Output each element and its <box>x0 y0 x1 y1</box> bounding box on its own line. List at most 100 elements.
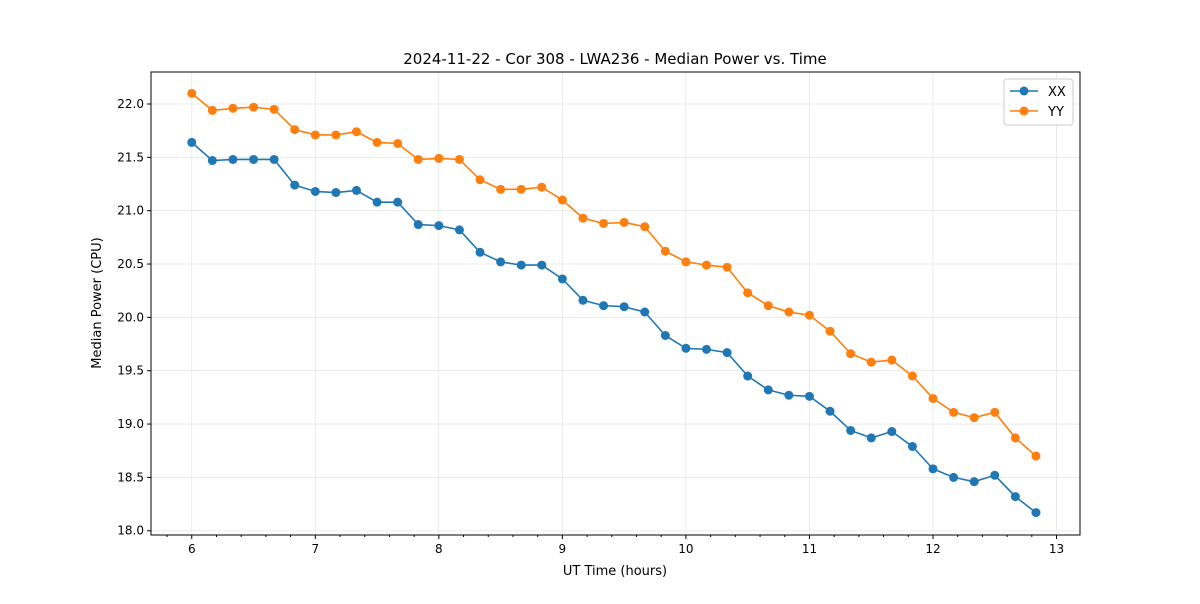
y-axis: 18.0 18.5 19.0 19.5 20.0 20.5 21.0 21.5 22.0 <box>117 97 151 538</box>
data-point <box>434 153 444 163</box>
data-point <box>990 470 1000 480</box>
y-tick-label: 19.5 <box>117 364 144 378</box>
y-tick-label: 19.0 <box>117 417 144 431</box>
data-point <box>846 425 856 435</box>
data-point <box>722 262 732 272</box>
data-point <box>743 371 753 381</box>
x-tick-label: 10 <box>678 542 693 556</box>
data-point <box>1010 433 1020 443</box>
data-point <box>187 88 197 98</box>
data-point <box>496 257 506 267</box>
data-point <box>269 154 279 164</box>
data-point <box>660 331 670 341</box>
data-point <box>290 180 300 190</box>
data-point <box>969 413 979 423</box>
data-point <box>1010 492 1020 502</box>
x-axis-label: UT Time (hours) <box>563 564 667 579</box>
series-line-yy <box>191 92 1037 457</box>
data-point <box>413 220 423 230</box>
series-layer <box>187 88 1041 518</box>
y-tick-label: 21.0 <box>117 204 144 218</box>
data-point <box>640 222 650 232</box>
data-point <box>557 195 567 205</box>
data-point <box>784 307 794 317</box>
series-xx <box>187 137 1041 518</box>
x-tick-label: 13 <box>1049 542 1064 556</box>
x-axis: 6 7 8 9 10 11 12 13 <box>166 535 1064 556</box>
data-point <box>640 307 650 317</box>
x-tick-label: 9 <box>559 542 567 556</box>
data-point <box>454 225 464 235</box>
legend-marker <box>1019 86 1029 96</box>
x-tick-label: 11 <box>802 542 817 556</box>
data-point <box>496 184 506 194</box>
data-point <box>207 156 217 166</box>
data-point <box>887 427 897 437</box>
data-point <box>846 349 856 359</box>
data-point <box>928 393 938 403</box>
data-point <box>372 197 382 207</box>
data-point <box>228 154 238 164</box>
data-point <box>249 154 259 164</box>
data-point <box>866 357 876 367</box>
y-tick-label: 20.5 <box>117 257 144 271</box>
data-point <box>269 104 279 114</box>
data-point <box>475 247 485 257</box>
data-point <box>310 130 320 140</box>
data-point <box>681 343 691 353</box>
data-point <box>537 182 547 192</box>
data-point <box>660 246 670 256</box>
data-point <box>393 138 403 148</box>
data-point <box>207 105 217 115</box>
series-line-xx <box>191 141 1037 514</box>
data-point <box>557 274 567 284</box>
data-point <box>310 186 320 196</box>
data-point <box>804 310 814 320</box>
data-point <box>351 127 361 137</box>
data-point <box>1031 451 1041 461</box>
data-point <box>969 477 979 487</box>
data-point <box>187 137 197 147</box>
y-tick-label: 20.0 <box>117 310 144 324</box>
data-point <box>372 137 382 147</box>
data-point <box>516 260 526 270</box>
data-point <box>578 213 588 223</box>
data-point <box>228 103 238 113</box>
data-point <box>413 154 423 164</box>
data-point <box>290 125 300 135</box>
data-point <box>825 326 835 336</box>
x-tick-label: 8 <box>435 542 443 556</box>
y-tick-label: 18.5 <box>117 470 144 484</box>
legend-marker <box>1019 106 1029 116</box>
data-point <box>763 385 773 395</box>
data-point <box>949 472 959 482</box>
data-point <box>990 407 1000 417</box>
data-point <box>475 175 485 185</box>
data-point <box>331 130 341 140</box>
data-point <box>434 221 444 231</box>
data-point <box>1031 508 1041 518</box>
axes-frame <box>150 71 1081 536</box>
grid <box>151 72 1080 535</box>
data-point <box>516 184 526 194</box>
data-point <box>454 154 464 164</box>
x-tick-label: 6 <box>188 542 196 556</box>
data-point <box>784 390 794 400</box>
data-point <box>537 260 547 270</box>
data-point <box>351 185 361 195</box>
data-point <box>866 433 876 443</box>
data-point <box>249 102 259 112</box>
y-tick-label: 22.0 <box>117 97 144 111</box>
legend: XX YY <box>1003 78 1074 126</box>
data-point <box>619 302 629 312</box>
legend-label: YY <box>1047 105 1064 120</box>
data-point <box>887 355 897 365</box>
data-point <box>681 257 691 267</box>
y-tick-label: 18.0 <box>117 524 144 538</box>
data-point <box>907 441 917 451</box>
data-point <box>331 188 341 198</box>
y-axis-label: Median Power (CPU) <box>90 237 105 368</box>
data-point <box>949 407 959 417</box>
data-point <box>804 391 814 401</box>
